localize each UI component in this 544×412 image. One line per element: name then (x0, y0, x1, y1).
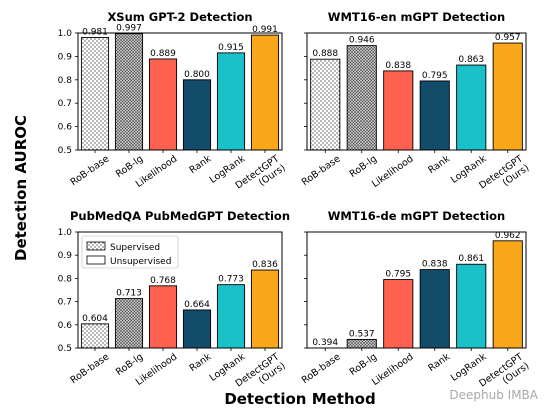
bar (457, 264, 486, 348)
watermark-text: Deephub IMBA (449, 388, 538, 402)
bar (347, 46, 376, 150)
data-label: 0.394 (312, 338, 338, 348)
bar (493, 43, 522, 150)
data-label: 0.768 (150, 276, 176, 286)
y-tick-label: 0.6 (58, 123, 73, 133)
y-tick-label: 0.6 (58, 321, 73, 331)
x-tick-label: Rank (426, 153, 452, 176)
bar (149, 59, 176, 150)
chart-panel: WMT16-en mGPT Detection 0.888 RoB-base 0.94… (300, 10, 532, 200)
data-label: 0.946 (349, 36, 375, 46)
x-tick-label: RoB-base (300, 153, 343, 188)
data-label: 0.888 (312, 49, 338, 59)
data-label: 0.795 (385, 270, 411, 280)
x-tick-label: RoB-base (300, 351, 343, 386)
x-tick-label: Likelihood (370, 153, 416, 189)
chart-title: WMT16-en mGPT Detection (328, 10, 505, 24)
x-tick-label: Rank (188, 153, 214, 176)
bar (115, 34, 142, 150)
bar (384, 71, 413, 150)
data-label: 0.537 (349, 329, 375, 339)
x-tick-label: RoB-lg (348, 351, 379, 378)
y-tick-label: 0.8 (58, 274, 73, 284)
legend-swatch (87, 256, 105, 264)
y-tick-label: 0.7 (58, 298, 72, 308)
data-label: 0.981 (82, 27, 108, 37)
data-label: 0.800 (184, 70, 210, 80)
data-label: 0.838 (385, 61, 411, 71)
x-tick-label: Rank (426, 351, 452, 374)
legend-label: Unsupervised (110, 257, 171, 267)
y-tick-label: 0.9 (58, 251, 73, 261)
bar (81, 37, 108, 150)
data-label: 0.861 (458, 254, 484, 264)
chart-panel: WMT16-de mGPT Detection 0.394 RoB-base 0.53… (300, 209, 532, 398)
data-label: 0.889 (150, 49, 176, 59)
legend-label: Supervised (110, 243, 160, 253)
data-label: 0.991 (252, 25, 278, 35)
x-tick-label: RoB-lg (348, 153, 379, 180)
data-label: 0.838 (422, 260, 448, 270)
data-label: 0.795 (422, 71, 448, 81)
legend: Supervised Unsupervised (82, 236, 178, 268)
bar (251, 35, 278, 150)
bar (217, 285, 244, 348)
bar (183, 310, 210, 348)
bar (251, 270, 278, 348)
data-label: 0.604 (82, 314, 108, 324)
bar (347, 339, 376, 348)
chart-title: PubMedQA PubMedGPT Detection (70, 209, 290, 223)
bar (420, 81, 449, 150)
data-label: 0.997 (116, 24, 142, 34)
data-label: 0.713 (116, 289, 142, 299)
chart-panel: PubMedQA PubMedGPT Detection 0.5 0.6 0.7 0.8… (58, 209, 290, 398)
x-tick-label: RoB-base (68, 351, 111, 386)
x-axis-label: Detection Method (224, 390, 375, 408)
bar (384, 280, 413, 348)
y-tick-label: 0.8 (58, 76, 73, 86)
x-tick-label: RoB-base (68, 153, 111, 188)
data-label: 0.863 (458, 55, 484, 65)
chart-panel: XSum GPT-2 Detection 0.5 0.6 0.7 0.8 0.9 1.0 0.… (58, 10, 288, 200)
bar (493, 241, 522, 348)
y-tick-label: 0.7 (58, 99, 72, 109)
chart-title: WMT16-de mGPT Detection (328, 209, 505, 223)
y-tick-label: 0.5 (58, 344, 72, 354)
bar (217, 53, 244, 150)
y-axis-label: Detection AUROC (12, 115, 30, 261)
data-label: 0.915 (218, 43, 244, 53)
bar (420, 270, 449, 348)
bar (311, 59, 340, 150)
bar (457, 65, 486, 150)
x-tick-label: Likelihood (370, 351, 416, 387)
y-tick-label: 1.0 (58, 29, 73, 39)
bar (115, 299, 142, 348)
y-tick-label: 1.0 (58, 228, 73, 238)
data-label: 0.836 (252, 260, 278, 270)
bar (81, 324, 108, 348)
y-tick-label: 0.9 (58, 52, 73, 62)
bar (149, 286, 176, 348)
x-tick-label: Rank (188, 351, 214, 374)
data-label: 0.664 (184, 300, 210, 310)
bar (183, 80, 210, 150)
data-label: 0.773 (218, 275, 244, 285)
y-tick-label: 0.5 (58, 146, 72, 156)
legend-swatch (87, 242, 105, 250)
chart-title: XSum GPT-2 Detection (107, 10, 252, 24)
data-label: 0.957 (495, 33, 521, 43)
